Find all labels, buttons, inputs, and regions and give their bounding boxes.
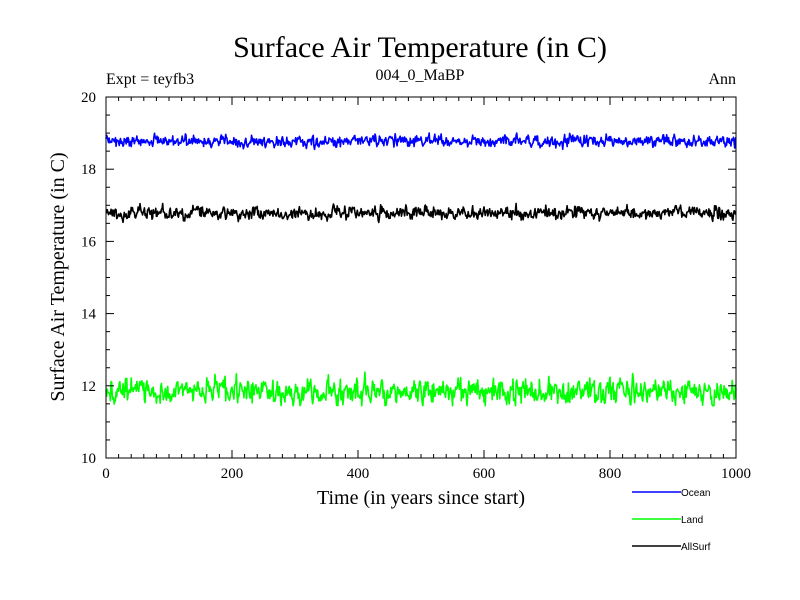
legend: Ocean Land AllSurf (632, 488, 711, 553)
x-tick-label: 0 (102, 466, 110, 482)
legend-item-ocean: Ocean (632, 488, 710, 499)
x-tick-label: 600 (473, 466, 496, 482)
x-tick-label: 800 (599, 466, 622, 482)
series-line-allsurf (105, 202, 737, 224)
x-axis-label: Time (in years since start) (317, 487, 525, 509)
y-axis-label: Surface Air Temperature (in C) (47, 152, 69, 401)
series-line-land (105, 371, 737, 407)
period-label: 004_0_MaBP (376, 67, 465, 84)
legend-item-land: Land (632, 515, 703, 526)
legend-item-allsurf: AllSurf (632, 542, 711, 553)
experiment-label: Expt = teyfb3 (106, 71, 194, 88)
legend-label-land: Land (681, 515, 703, 526)
chart-title: Surface Air Temperature (in C) (233, 31, 607, 64)
y-tick-label: 14 (81, 307, 97, 323)
y-tick-label: 10 (81, 451, 96, 467)
x-tick-label: 1000 (721, 466, 751, 482)
x-tick-label: 400 (347, 466, 370, 482)
legend-label-ocean: Ocean (681, 488, 710, 499)
y-tick-label: 16 (81, 234, 97, 250)
series-line-ocean (105, 132, 737, 151)
y-tick-label: 18 (81, 162, 96, 178)
season-label: Ann (708, 71, 736, 88)
y-tick-label: 12 (81, 379, 96, 395)
series-layer (105, 132, 737, 407)
x-tick-label: 200 (221, 466, 244, 482)
axes-layer: 0 200 400 600 800 1000 10 12 14 16 18 20 (81, 90, 751, 482)
legend-label-allsurf: AllSurf (681, 542, 711, 553)
y-tick-label: 20 (81, 90, 96, 106)
plot-frame (105, 96, 737, 459)
